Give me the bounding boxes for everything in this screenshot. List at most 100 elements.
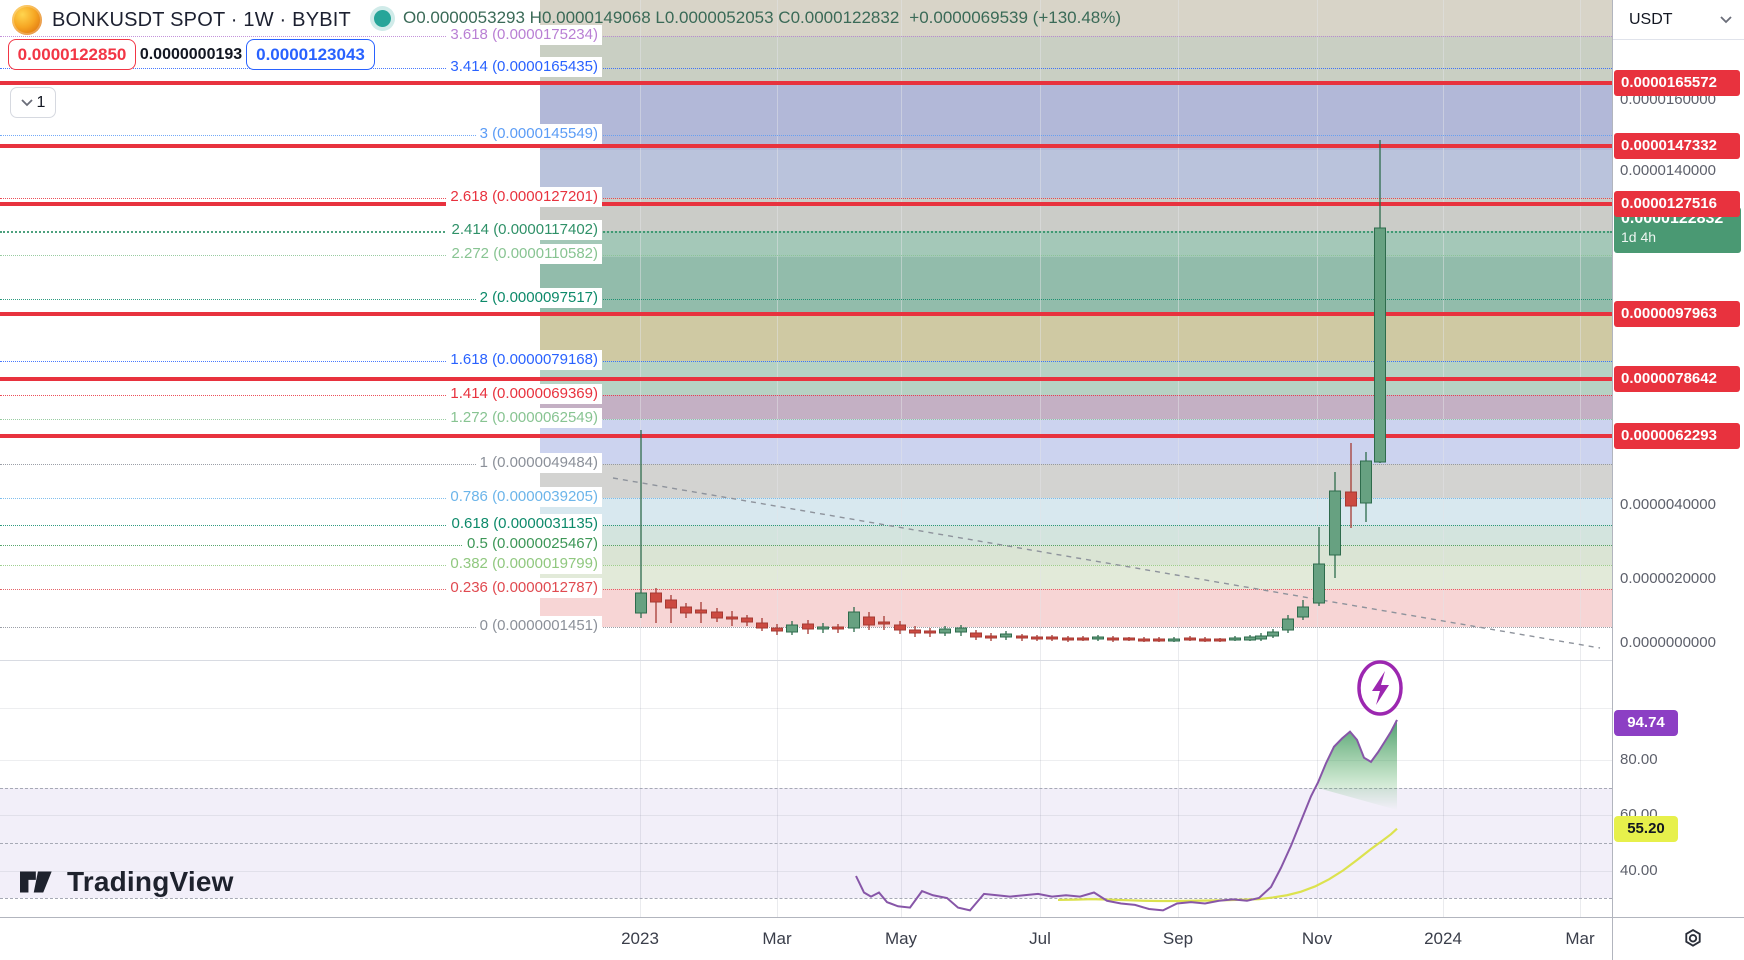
fib-band bbox=[540, 257, 1612, 314]
currency-label: USDT bbox=[1629, 10, 1673, 28]
market-status-dot[interactable] bbox=[374, 10, 391, 27]
candle-down bbox=[909, 629, 921, 634]
gridline-vertical bbox=[1040, 0, 1041, 917]
object-tree-button[interactable]: 1 bbox=[10, 87, 56, 118]
axis-settings-gear-icon[interactable] bbox=[1680, 927, 1706, 953]
object-count: 1 bbox=[36, 93, 46, 111]
gridline-horizontal bbox=[0, 760, 1612, 761]
fib-level-line bbox=[0, 198, 1612, 199]
fib-level-line bbox=[0, 589, 1612, 590]
fib-band bbox=[540, 419, 1612, 464]
gridline-vertical bbox=[1443, 0, 1444, 917]
chevron-down-icon bbox=[1720, 15, 1732, 23]
candle-down bbox=[1138, 638, 1150, 642]
currency-dropdown[interactable]: USDT bbox=[1613, 0, 1744, 40]
candle-down bbox=[1107, 637, 1119, 641]
candle-up bbox=[1244, 636, 1256, 641]
price-scale-column[interactable]: USDT bbox=[1612, 0, 1744, 960]
fib-band bbox=[540, 395, 1612, 419]
fib-level-label: 0 (0.0000001451) bbox=[475, 616, 602, 636]
horizontal-price-line[interactable] bbox=[0, 81, 1612, 85]
gridline-vertical bbox=[1178, 0, 1179, 917]
buy-price-button[interactable]: 0.0000123043 bbox=[246, 39, 375, 70]
fib-level-label: 2.272 (0.0000110582) bbox=[447, 244, 602, 264]
rsi-level-dashed-line bbox=[0, 898, 1612, 899]
rsi-level-dashed-line bbox=[0, 843, 1612, 844]
horizontal-price-line[interactable] bbox=[0, 434, 1612, 438]
candle-down bbox=[1016, 635, 1028, 639]
chevron-down-icon bbox=[20, 98, 33, 106]
price-scale-label: 0.0000140000 bbox=[1620, 162, 1716, 179]
price-scale-label: 0.0000000000 bbox=[1620, 634, 1716, 651]
horizontal-price-line[interactable] bbox=[0, 144, 1612, 148]
candle-up bbox=[1255, 635, 1267, 640]
fib-level-label: 1.618 (0.0000079168) bbox=[446, 350, 602, 370]
candle-up bbox=[1229, 637, 1241, 641]
fib-level-line bbox=[0, 545, 1612, 546]
lightning-alert-icon bbox=[1357, 660, 1403, 716]
fib-level-line bbox=[0, 627, 1612, 628]
ohlc-readout: O0.0000053293 H0.0000149068 L0.000005205… bbox=[403, 8, 1121, 28]
fib-band bbox=[540, 565, 1612, 589]
candle-down bbox=[1046, 636, 1058, 640]
fib-level-label: 0.382 (0.0000019799) bbox=[446, 554, 602, 574]
fib-level-label: 2.414 (0.0000117402) bbox=[447, 220, 602, 240]
candle-down bbox=[1077, 637, 1089, 641]
fib-band bbox=[540, 231, 1612, 257]
time-axis-label[interactable]: 2024 bbox=[1424, 929, 1462, 948]
bar-countdown: 1d 4h bbox=[1621, 229, 1657, 245]
time-axis-label[interactable]: May bbox=[884, 929, 918, 948]
candle-up bbox=[1267, 631, 1279, 637]
time-axis-label[interactable]: Mar bbox=[762, 929, 792, 948]
time-axis-label[interactable]: Nov bbox=[1301, 929, 1333, 948]
fib-level-line bbox=[0, 36, 1612, 37]
price-line-label: 0.0000062293 bbox=[1614, 423, 1740, 449]
gridline-vertical bbox=[901, 0, 902, 917]
gridline-vertical bbox=[1580, 0, 1581, 917]
fib-level-label: 0.236 (0.0000012787) bbox=[446, 578, 602, 598]
fib-level-label: 1.272 (0.0000062549) bbox=[446, 408, 602, 428]
price-line-label: 0.0000078642 bbox=[1614, 366, 1740, 392]
time-axis-label[interactable]: 2023 bbox=[621, 929, 659, 948]
horizontal-price-line[interactable] bbox=[0, 202, 1612, 206]
rsi-value-label: 94.74 bbox=[1614, 710, 1678, 736]
time-axis-label[interactable]: Sep bbox=[1162, 929, 1194, 948]
fib-level-line bbox=[0, 135, 1612, 136]
fib-level-line bbox=[0, 464, 1612, 465]
watermark-text: TradingView bbox=[67, 866, 234, 897]
candle-up bbox=[1000, 633, 1012, 638]
tradingview-logo-icon bbox=[20, 871, 52, 893]
time-axis-label[interactable]: Mar bbox=[1565, 929, 1595, 948]
spread-value: 0.0000000193 bbox=[139, 45, 243, 63]
gridline-horizontal bbox=[0, 708, 1612, 709]
candle-up bbox=[939, 628, 951, 634]
candle-up bbox=[1092, 636, 1104, 640]
time-axis-label[interactable]: Jul bbox=[1029, 929, 1051, 948]
ohlc-values: O0.0000053293 H0.0000149068 L0.000005205… bbox=[403, 8, 900, 27]
candle-down bbox=[1123, 637, 1135, 641]
candle-down bbox=[1153, 638, 1165, 642]
gridline-horizontal bbox=[0, 815, 1612, 816]
fib-level-label: 0.5 (0.0000025467) bbox=[463, 534, 602, 554]
fib-band bbox=[540, 36, 1612, 83]
candle-down bbox=[1214, 638, 1226, 642]
fib-level-label: 3 (0.0000145549) bbox=[475, 124, 602, 144]
fib-level-label: 1.414 (0.0000069369) bbox=[446, 384, 602, 404]
rsi-ma-value-label: 55.20 bbox=[1614, 816, 1678, 842]
sell-price-button[interactable]: 0.0000122850 bbox=[8, 39, 136, 70]
candle-down bbox=[1062, 637, 1074, 641]
candle-down bbox=[985, 635, 997, 639]
fib-level-line bbox=[0, 299, 1612, 300]
horizontal-price-line[interactable] bbox=[0, 377, 1612, 381]
price-line-label: 0.0000127516 bbox=[1614, 191, 1740, 217]
quote-row: 0.0000122850 0.0000000193 0.0000123043 bbox=[8, 39, 375, 70]
fib-band bbox=[540, 545, 1612, 565]
indicator-scale-label: 40.00 bbox=[1620, 862, 1658, 879]
gridline-vertical bbox=[777, 0, 778, 917]
fib-level-line bbox=[0, 255, 1612, 256]
fib-level-line bbox=[0, 419, 1612, 420]
pane-separator[interactable] bbox=[0, 660, 1612, 661]
candle-up bbox=[955, 627, 967, 633]
symbol-title[interactable]: BONKUSDT SPOT · 1W · BYBIT bbox=[52, 8, 351, 31]
horizontal-price-line[interactable] bbox=[0, 312, 1612, 316]
